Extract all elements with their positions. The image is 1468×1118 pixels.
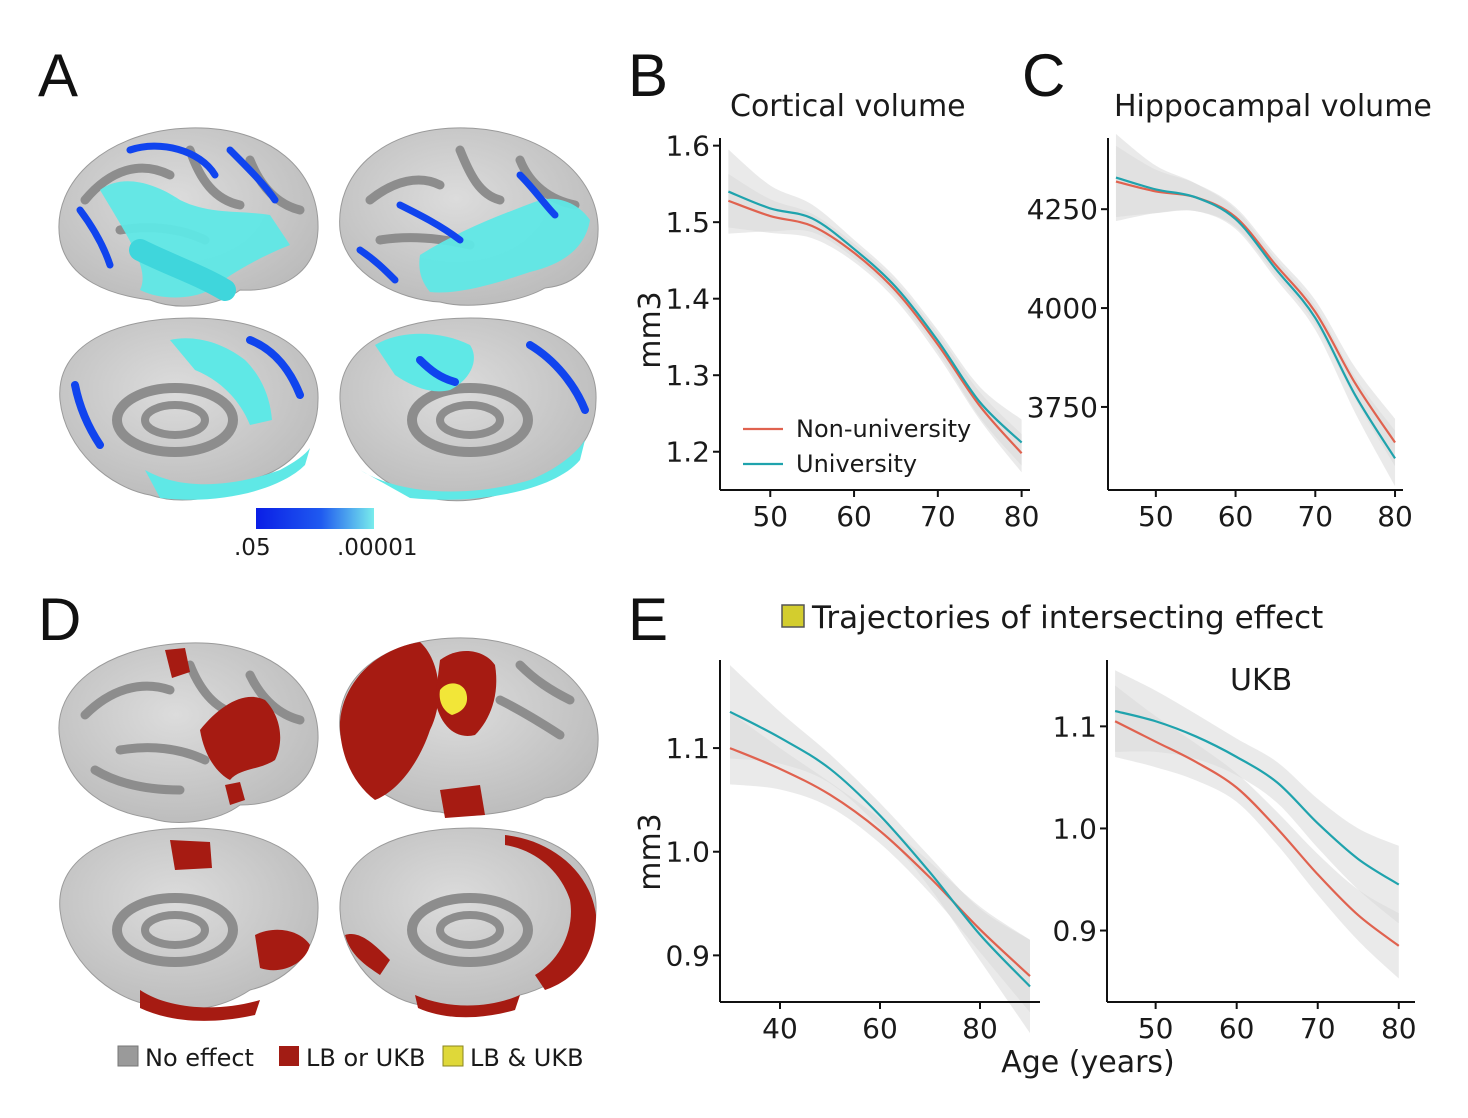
ci-band-E-right-0 bbox=[1115, 685, 1399, 979]
y-tick-label-B: 1.6 bbox=[665, 130, 710, 163]
panel-a-brains bbox=[58, 127, 599, 502]
x-tick-label-C: 70 bbox=[1297, 500, 1333, 533]
brain-d-left-lateral bbox=[58, 642, 319, 823]
series-line-E-left-1 bbox=[729, 710, 1031, 988]
y-tick-label-C: 3750 bbox=[1027, 391, 1098, 424]
x-tick-label-B: 50 bbox=[752, 500, 788, 533]
y-axis-label-E-left: mm3 bbox=[633, 813, 668, 891]
y-tick-label-E-right: 1.0 bbox=[1052, 812, 1097, 845]
x-tick-label-B: 70 bbox=[920, 500, 956, 533]
series-line-C-0 bbox=[1115, 180, 1396, 444]
panel-c-label: C bbox=[1022, 42, 1065, 109]
brain-d-left-medial bbox=[59, 827, 319, 1021]
x-axis-label-E-right: Age (years) bbox=[1001, 1045, 1175, 1080]
series-line-E-left-0 bbox=[729, 747, 1031, 977]
panel-e-heading: Trajectories of intersecting effect bbox=[811, 600, 1323, 636]
x-tick-label-E-left: 40 bbox=[762, 1012, 798, 1045]
chart-title-E-right: UKB bbox=[1230, 663, 1292, 698]
y-tick-label-B: 1.3 bbox=[665, 359, 710, 392]
ci-band-E-left-0 bbox=[730, 711, 1030, 1013]
y-tick-label-E-right: 0.9 bbox=[1052, 915, 1097, 948]
panel-e-heading-swatch bbox=[781, 604, 805, 628]
panel-d-legend: No effect LB or UKB LB & UKB bbox=[117, 1044, 584, 1072]
x-tick-label-C: 80 bbox=[1377, 500, 1413, 533]
x-tick-label-E-right: 80 bbox=[1381, 1012, 1417, 1045]
y-tick-label-E-right: 1.1 bbox=[1052, 710, 1097, 743]
series-line-B-0 bbox=[728, 199, 1023, 454]
chart-title-C: Hippocampal volume bbox=[1114, 89, 1432, 124]
panel-b-label: B bbox=[628, 42, 668, 109]
y-tick-label-C: 4250 bbox=[1027, 193, 1098, 226]
x-tick-label-C: 50 bbox=[1138, 500, 1174, 533]
x-tick-label-E-left: 80 bbox=[962, 1012, 998, 1045]
panel-d-label: D bbox=[38, 586, 81, 653]
y-tick-label-E-left: 1.0 bbox=[665, 836, 710, 869]
x-tick-label-E-right: 70 bbox=[1300, 1012, 1336, 1045]
x-tick-label-E-right: 50 bbox=[1138, 1012, 1174, 1045]
series-line-E-right-0 bbox=[1114, 720, 1400, 947]
legend-no-effect-label: No effect bbox=[145, 1044, 254, 1072]
brain-a-left-medial bbox=[59, 317, 319, 501]
legend-no-effect-swatch bbox=[117, 1045, 139, 1067]
x-tick-label-B: 60 bbox=[836, 500, 872, 533]
legend-label-B-0: Non-university bbox=[796, 415, 971, 443]
legend-lb-or-ukb-label: LB or UKB bbox=[306, 1044, 425, 1072]
chart-hippocampal-volume: 50 60 70 80 3750 4000 4250 Hippocampal volume bbox=[1027, 89, 1432, 533]
brain-a-left-lateral bbox=[58, 127, 319, 307]
series-line-B-1 bbox=[727, 190, 1023, 444]
ci-band-C-1 bbox=[1115, 134, 1396, 487]
y-tick-label-B: 1.2 bbox=[665, 436, 710, 469]
ci-band-E-left-1 bbox=[730, 665, 1030, 1034]
brain-a-right-lateral bbox=[339, 127, 599, 306]
brain-d-right-lateral bbox=[339, 637, 599, 818]
series-line-C-1 bbox=[1115, 176, 1396, 459]
ci-band-E-right-1 bbox=[1115, 670, 1399, 924]
brain-d-right-medial bbox=[339, 827, 597, 1018]
y-axis-label-B: mm3 bbox=[633, 291, 668, 369]
legend-label-B-1: University bbox=[796, 450, 917, 478]
y-tick-label-E-left: 1.1 bbox=[665, 732, 710, 765]
x-tick-label-E-left: 60 bbox=[862, 1012, 898, 1045]
x-tick-label-C: 60 bbox=[1218, 500, 1254, 533]
chart-title-B: Cortical volume bbox=[730, 89, 966, 124]
chart-e-left: 40 60 80 0.9 1.0 1.1 mm3 bbox=[633, 660, 1040, 1045]
legend-lb-or-ukb-swatch bbox=[279, 1046, 299, 1066]
chart-e-right-ukb: 50 60 70 80 0.9 1.0 1.1 UKB Age (years) bbox=[1001, 660, 1417, 1080]
series-line-E-right-1 bbox=[1114, 709, 1400, 886]
panel-a-colorbar bbox=[256, 508, 374, 529]
legend-lb-and-ukb-label: LB & UKB bbox=[470, 1044, 584, 1072]
legend-lb-and-ukb-swatch bbox=[442, 1045, 464, 1067]
y-tick-label-B: 1.4 bbox=[665, 283, 710, 316]
y-tick-label-C: 4000 bbox=[1027, 292, 1098, 325]
colorbar-min-label: .05 bbox=[234, 535, 271, 561]
chart-cortical-volume: 50 60 70 80 1.2 1.3 1.4 1.5 1.6 Cortical volume mm… bbox=[633, 89, 1039, 533]
y-tick-label-E-left: 0.9 bbox=[665, 939, 710, 972]
colorbar-max-label: .00001 bbox=[337, 535, 417, 561]
brain-a-right-medial bbox=[339, 317, 597, 502]
y-tick-label-B: 1.5 bbox=[665, 206, 710, 239]
panel-a-label: A bbox=[38, 42, 78, 109]
x-tick-label-B: 80 bbox=[1004, 500, 1040, 533]
panel-e-label: E bbox=[628, 586, 668, 653]
panel-d-brains bbox=[58, 637, 599, 1021]
ci-band-B-1 bbox=[728, 149, 1022, 466]
x-tick-label-E-right: 60 bbox=[1219, 1012, 1255, 1045]
